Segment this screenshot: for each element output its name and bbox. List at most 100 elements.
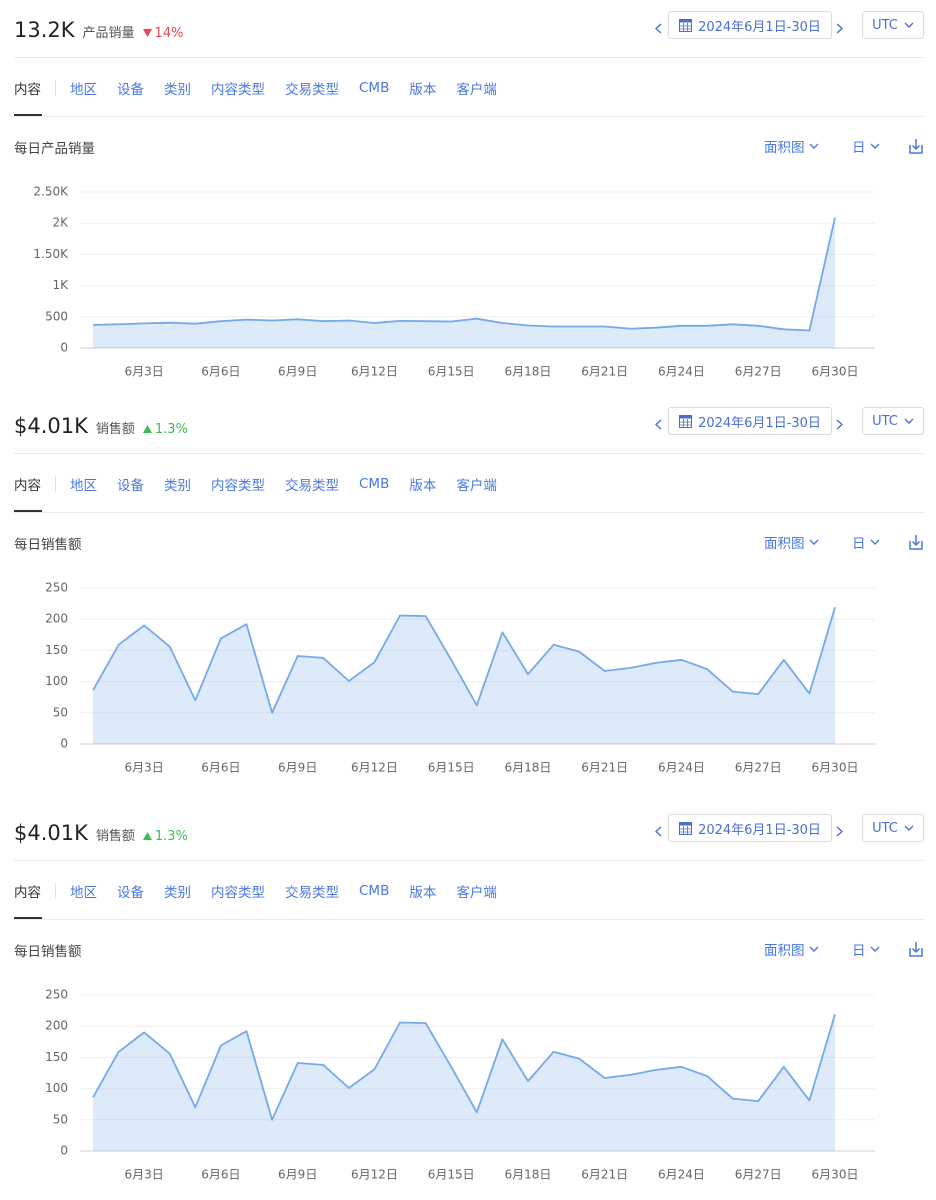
area-chart: 0 50 100 150 200 250 6月3日 6月6日 6月9日 6月12日 6月15日 6月1… — [45, 581, 875, 775]
y-tick-label: 500 — [45, 309, 68, 323]
x-tick-label: 6月15日 — [428, 761, 475, 775]
y-tick-label: 150 — [45, 643, 68, 657]
timezone-select[interactable]: UTC — [862, 11, 924, 39]
y-tick-label: 1K — [52, 278, 69, 292]
x-tick-label: 6月21日 — [581, 365, 628, 379]
y-tick-label: 0 — [60, 737, 68, 751]
active-tab-underline — [14, 510, 42, 512]
download-button[interactable] — [909, 139, 923, 154]
kpi-header: $4.01K 销售额 1.3% — [14, 414, 188, 438]
x-tick-label: 6月21日 — [581, 1168, 628, 1182]
tab[interactable]: 内容 — [14, 478, 41, 494]
date-picker[interactable]: 2024年6月1日-30日 — [668, 407, 832, 435]
next-button[interactable] — [836, 19, 844, 38]
kpi-change: 1.3% — [142, 422, 188, 437]
x-tick-label: 6月9日 — [278, 761, 317, 775]
tab[interactable]: 设备 — [117, 82, 144, 98]
date-range: 2024年6月1日-30日 — [698, 822, 821, 838]
tab[interactable]: 版本 — [409, 478, 437, 494]
kpi-metric: 产品销量 — [82, 26, 135, 41]
prev-button[interactable] — [654, 415, 662, 434]
x-tick-label: 6月30日 — [812, 365, 859, 379]
x-tick-label: 6月24日 — [658, 365, 705, 379]
tab[interactable]: 交易类型 — [285, 885, 339, 901]
tab[interactable]: 交易类型 — [285, 82, 339, 98]
tab-bar: 内容 地区 设备 类别 内容类型 交易类型 CMB 版本 客户端 — [14, 474, 517, 494]
tab[interactable]: CMB — [359, 883, 390, 899]
tab[interactable]: 内容类型 — [211, 82, 265, 98]
tab[interactable]: CMB — [359, 80, 390, 96]
active-tab-underline — [14, 114, 42, 116]
chart-type: 面积图 — [764, 943, 805, 959]
tab[interactable]: 内容 — [14, 82, 41, 98]
y-tick-label: 150 — [45, 1050, 68, 1064]
y-tick-label: 0 — [60, 341, 68, 355]
date-picker[interactable]: 2024年6月1日-30日 — [668, 814, 832, 842]
interval: 日 — [852, 536, 866, 552]
y-tick-label: 100 — [45, 674, 68, 688]
tab[interactable]: 地区 — [70, 82, 97, 98]
timezone: UTC — [872, 17, 898, 33]
chart-type-select[interactable]: 面积图 — [764, 136, 819, 156]
chart-type-select[interactable]: 面积图 — [764, 939, 819, 959]
chevron-down — [809, 946, 818, 952]
y-tick-label: 200 — [45, 612, 68, 626]
tab[interactable]: 版本 — [409, 82, 437, 98]
download-button[interactable] — [909, 942, 923, 957]
tab[interactable]: 内容 — [14, 885, 41, 901]
x-tick-label: 6月15日 — [428, 365, 475, 379]
interval-select[interactable]: 日 — [852, 532, 880, 552]
tab[interactable]: 地区 — [70, 478, 97, 494]
tab[interactable]: 客户端 — [456, 82, 497, 98]
kpi-change: 1.3% — [142, 829, 188, 844]
y-tick-label: 1.50K — [33, 247, 69, 261]
tab[interactable]: 类别 — [164, 478, 191, 494]
tab[interactable]: 内容类型 — [211, 885, 265, 901]
date-picker[interactable]: 2024年6月1日-30日 — [668, 11, 832, 39]
x-tick-label: 6月18日 — [505, 1168, 552, 1182]
download-icon — [909, 535, 923, 550]
tab-separator — [55, 80, 56, 96]
trend-up-icon — [142, 832, 152, 840]
area-fill — [93, 217, 835, 348]
timezone-select[interactable]: UTC — [862, 814, 924, 842]
prev-button[interactable] — [654, 822, 662, 841]
chevron-left — [654, 419, 662, 430]
chart-type: 面积图 — [764, 536, 805, 552]
kpi-change-text: 14% — [154, 25, 184, 41]
interval-select[interactable]: 日 — [852, 136, 880, 156]
timezone-select[interactable]: UTC — [862, 407, 924, 435]
tab[interactable]: 交易类型 — [285, 478, 339, 494]
y-tick-label: 50 — [53, 1112, 68, 1126]
tab[interactable]: CMB — [359, 476, 390, 492]
chevron-down — [870, 143, 879, 149]
divider — [14, 116, 924, 117]
tab[interactable]: 版本 — [409, 885, 437, 901]
next-button[interactable] — [836, 415, 844, 434]
chart-type: 面积图 — [764, 140, 805, 156]
tab[interactable]: 客户端 — [456, 885, 497, 901]
tab[interactable]: 设备 — [117, 885, 144, 901]
tab-separator — [55, 476, 56, 492]
download-button[interactable] — [909, 535, 923, 550]
interval: 日 — [852, 140, 866, 156]
x-tick-label: 6月30日 — [812, 1168, 859, 1182]
interval-select[interactable]: 日 — [852, 939, 880, 959]
tab[interactable]: 设备 — [117, 478, 144, 494]
x-tick-label: 6月21日 — [581, 761, 628, 775]
x-tick-label: 6月27日 — [735, 761, 782, 775]
prev-button[interactable] — [654, 19, 662, 38]
tab[interactable]: 内容类型 — [211, 478, 265, 494]
x-tick-label: 6月6日 — [201, 1168, 240, 1182]
y-tick-label: 250 — [45, 581, 68, 595]
chevron-down — [809, 143, 818, 149]
tab[interactable]: 地区 — [70, 885, 97, 901]
panel: $4.01K 销售额 1.3% 2024年6月1日-30日 UTC 内容 地区 设备 类别 内容类… — [0, 803, 936, 1200]
tab[interactable]: 类别 — [164, 885, 191, 901]
next-button[interactable] — [836, 822, 844, 841]
x-tick-label: 6月3日 — [125, 365, 164, 379]
chart-type-select[interactable]: 面积图 — [764, 532, 819, 552]
tab[interactable]: 类别 — [164, 82, 191, 98]
tab[interactable]: 客户端 — [456, 478, 497, 494]
x-tick-label: 6月27日 — [735, 365, 782, 379]
